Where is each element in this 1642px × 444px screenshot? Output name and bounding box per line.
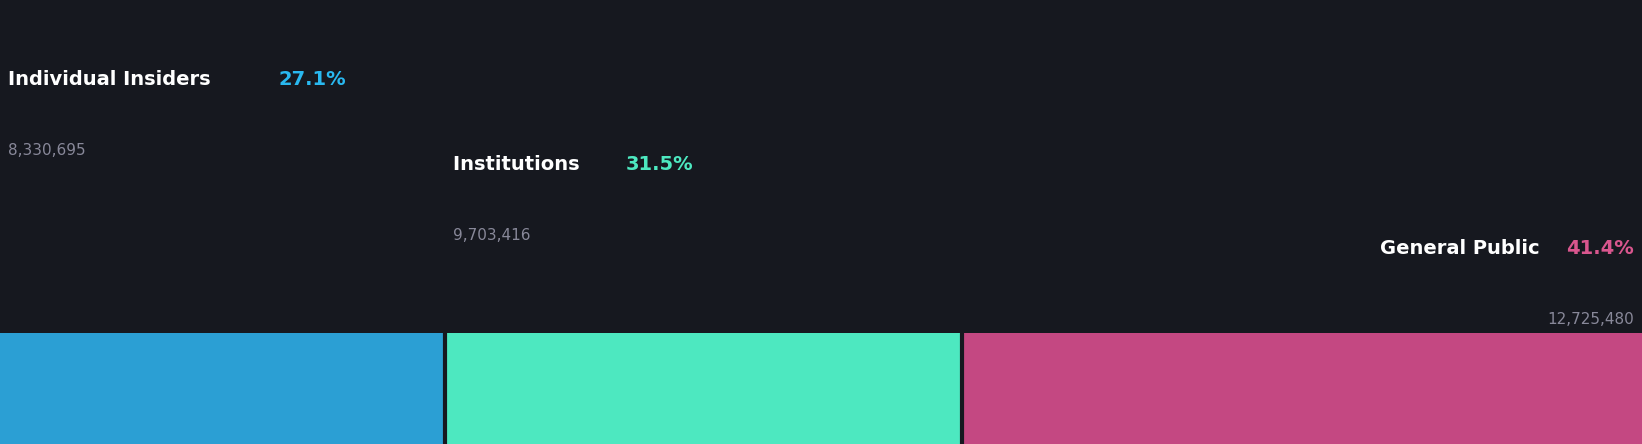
Text: 9,703,416: 9,703,416 [453, 228, 530, 243]
Text: 31.5%: 31.5% [626, 155, 693, 174]
Text: 27.1%: 27.1% [279, 71, 346, 89]
Text: General Public: General Public [1379, 239, 1547, 258]
Text: Individual Insiders: Individual Insiders [8, 71, 218, 89]
Text: 12,725,480: 12,725,480 [1547, 312, 1634, 327]
Text: 41.4%: 41.4% [1566, 239, 1634, 258]
Bar [962, 333, 1642, 444]
Bar [0, 333, 445, 444]
Text: Institutions: Institutions [453, 155, 586, 174]
Text: 8,330,695: 8,330,695 [8, 143, 85, 159]
Bar [445, 333, 962, 444]
